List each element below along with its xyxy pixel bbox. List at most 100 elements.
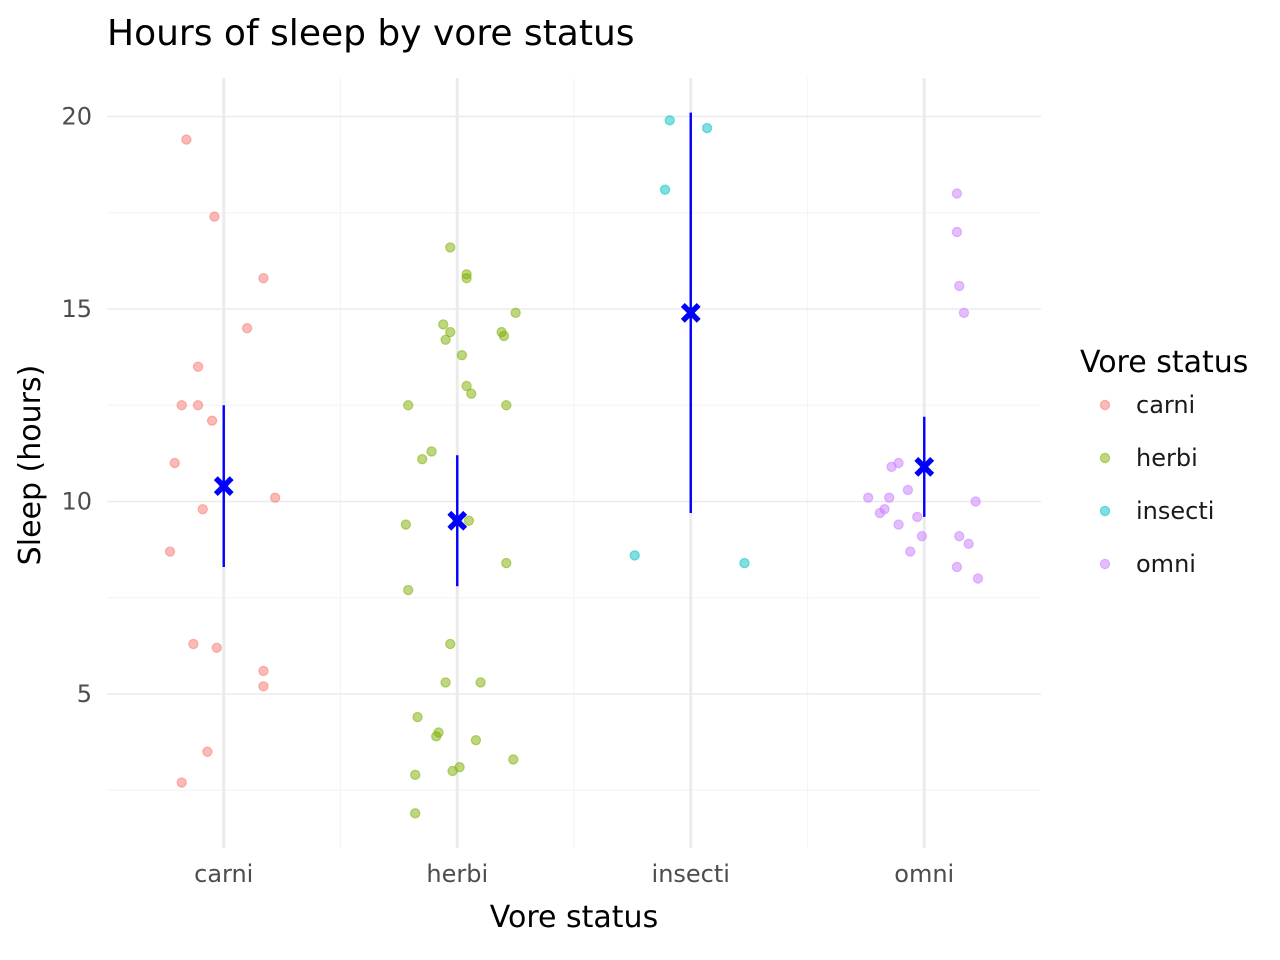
point-carni [164,546,176,557]
point-omni [902,484,914,496]
point-herbi [498,330,510,342]
point-herbi [431,731,442,742]
point-insecti [664,115,675,126]
legend-key-carni [1099,399,1111,411]
y-tick-label: 5 [77,680,92,708]
point-carni [258,681,269,692]
point-omni [972,573,984,584]
point-herbi [461,273,472,284]
point-carni [169,457,180,469]
legend-key-herbi [1099,452,1111,464]
point-carni [192,361,204,372]
point-omni [886,461,897,473]
point-insecti [659,184,671,195]
point-omni [970,496,981,507]
chart-title: Hours of sleep by vore status [107,13,635,54]
point-herbi [417,453,428,465]
point-herbi [403,400,414,411]
point-omni [912,511,923,523]
legend-label-omni: omni [1136,550,1196,578]
x-tick-label-insecti: insecti [652,860,730,888]
point-carni [269,492,281,503]
point-herbi [445,326,456,338]
point-carni [241,323,253,334]
mean-marker-insecti [680,302,701,323]
point-carni [188,638,199,650]
x-tick-label-carni: carni [194,860,253,888]
point-herbi [410,769,421,781]
point-omni [958,307,970,319]
point-carni [258,665,269,677]
point-carni [202,746,213,757]
mean-marker-carni [213,476,234,496]
point-omni [893,519,904,530]
point-herbi [445,638,456,650]
point-herbi [438,319,449,330]
legend-key-omni [1099,558,1111,570]
point-insecti [701,122,713,134]
point-carni [176,777,187,788]
point-carni [206,415,218,426]
legend-label-carni: carni [1136,391,1195,419]
y-tick-label: 15 [61,295,92,323]
point-herbi [447,765,458,777]
point-omni [954,280,965,292]
x-tick-label-herbi: herbi [426,860,488,888]
y-tick-labels: 5 10 15 20 [61,103,92,709]
point-carni [258,273,269,284]
point-herbi [470,735,482,746]
point-herbi [445,242,456,253]
point-herbi [501,557,512,569]
point-omni [951,226,963,238]
legend-title: Vore status [1080,345,1248,380]
point-herbi [440,677,451,688]
legend-entries: carni herbi insecti omni [1099,391,1214,578]
x-tick-label-omni: omni [894,860,954,888]
point-omni [874,507,886,519]
point-herbi [410,808,421,819]
point-herbi [426,446,437,457]
point-carni [176,400,187,411]
point-herbi [501,400,512,411]
point-herbi [466,388,477,399]
point-carni [181,134,192,145]
summary-markers [213,112,935,587]
point-herbi [440,334,451,345]
point-omni [884,492,895,503]
point-omni [916,530,928,542]
point-herbi [403,584,414,596]
point-carni [209,211,220,222]
mean-marker-omni [914,456,935,477]
point-omni [905,546,916,557]
legend-key-insecti [1099,505,1111,517]
point-omni [951,188,963,199]
point-herbi [463,515,475,526]
point-herbi [510,307,521,319]
point-herbi [508,754,519,765]
point-herbi [456,350,468,361]
point-omni [963,538,974,550]
point-carni [211,642,222,654]
point-carni [192,400,204,411]
x-axis-title: Vore status [490,900,658,935]
point-insecti [739,557,750,569]
point-insecti [629,550,640,561]
legend-label-insecti: insecti [1136,497,1214,525]
legend-label-herbi: herbi [1136,444,1198,472]
point-herbi [400,519,412,530]
point-omni [951,561,963,573]
mean-marker-herbi [447,510,468,531]
point-carni [197,504,208,515]
legend: Vore status carni herbi insecti omni [1080,345,1248,578]
y-axis-title: Sleep (hours) [13,365,48,566]
minor-gridlines [107,78,1041,848]
point-herbi [475,677,486,688]
point-herbi [412,711,423,723]
y-tick-label: 10 [61,488,92,516]
point-herbi [461,380,472,392]
y-tick-label: 20 [61,103,92,131]
x-tick-labels: carni herbi insecti omni [194,860,954,888]
data-points [164,115,984,819]
point-omni [954,530,965,542]
